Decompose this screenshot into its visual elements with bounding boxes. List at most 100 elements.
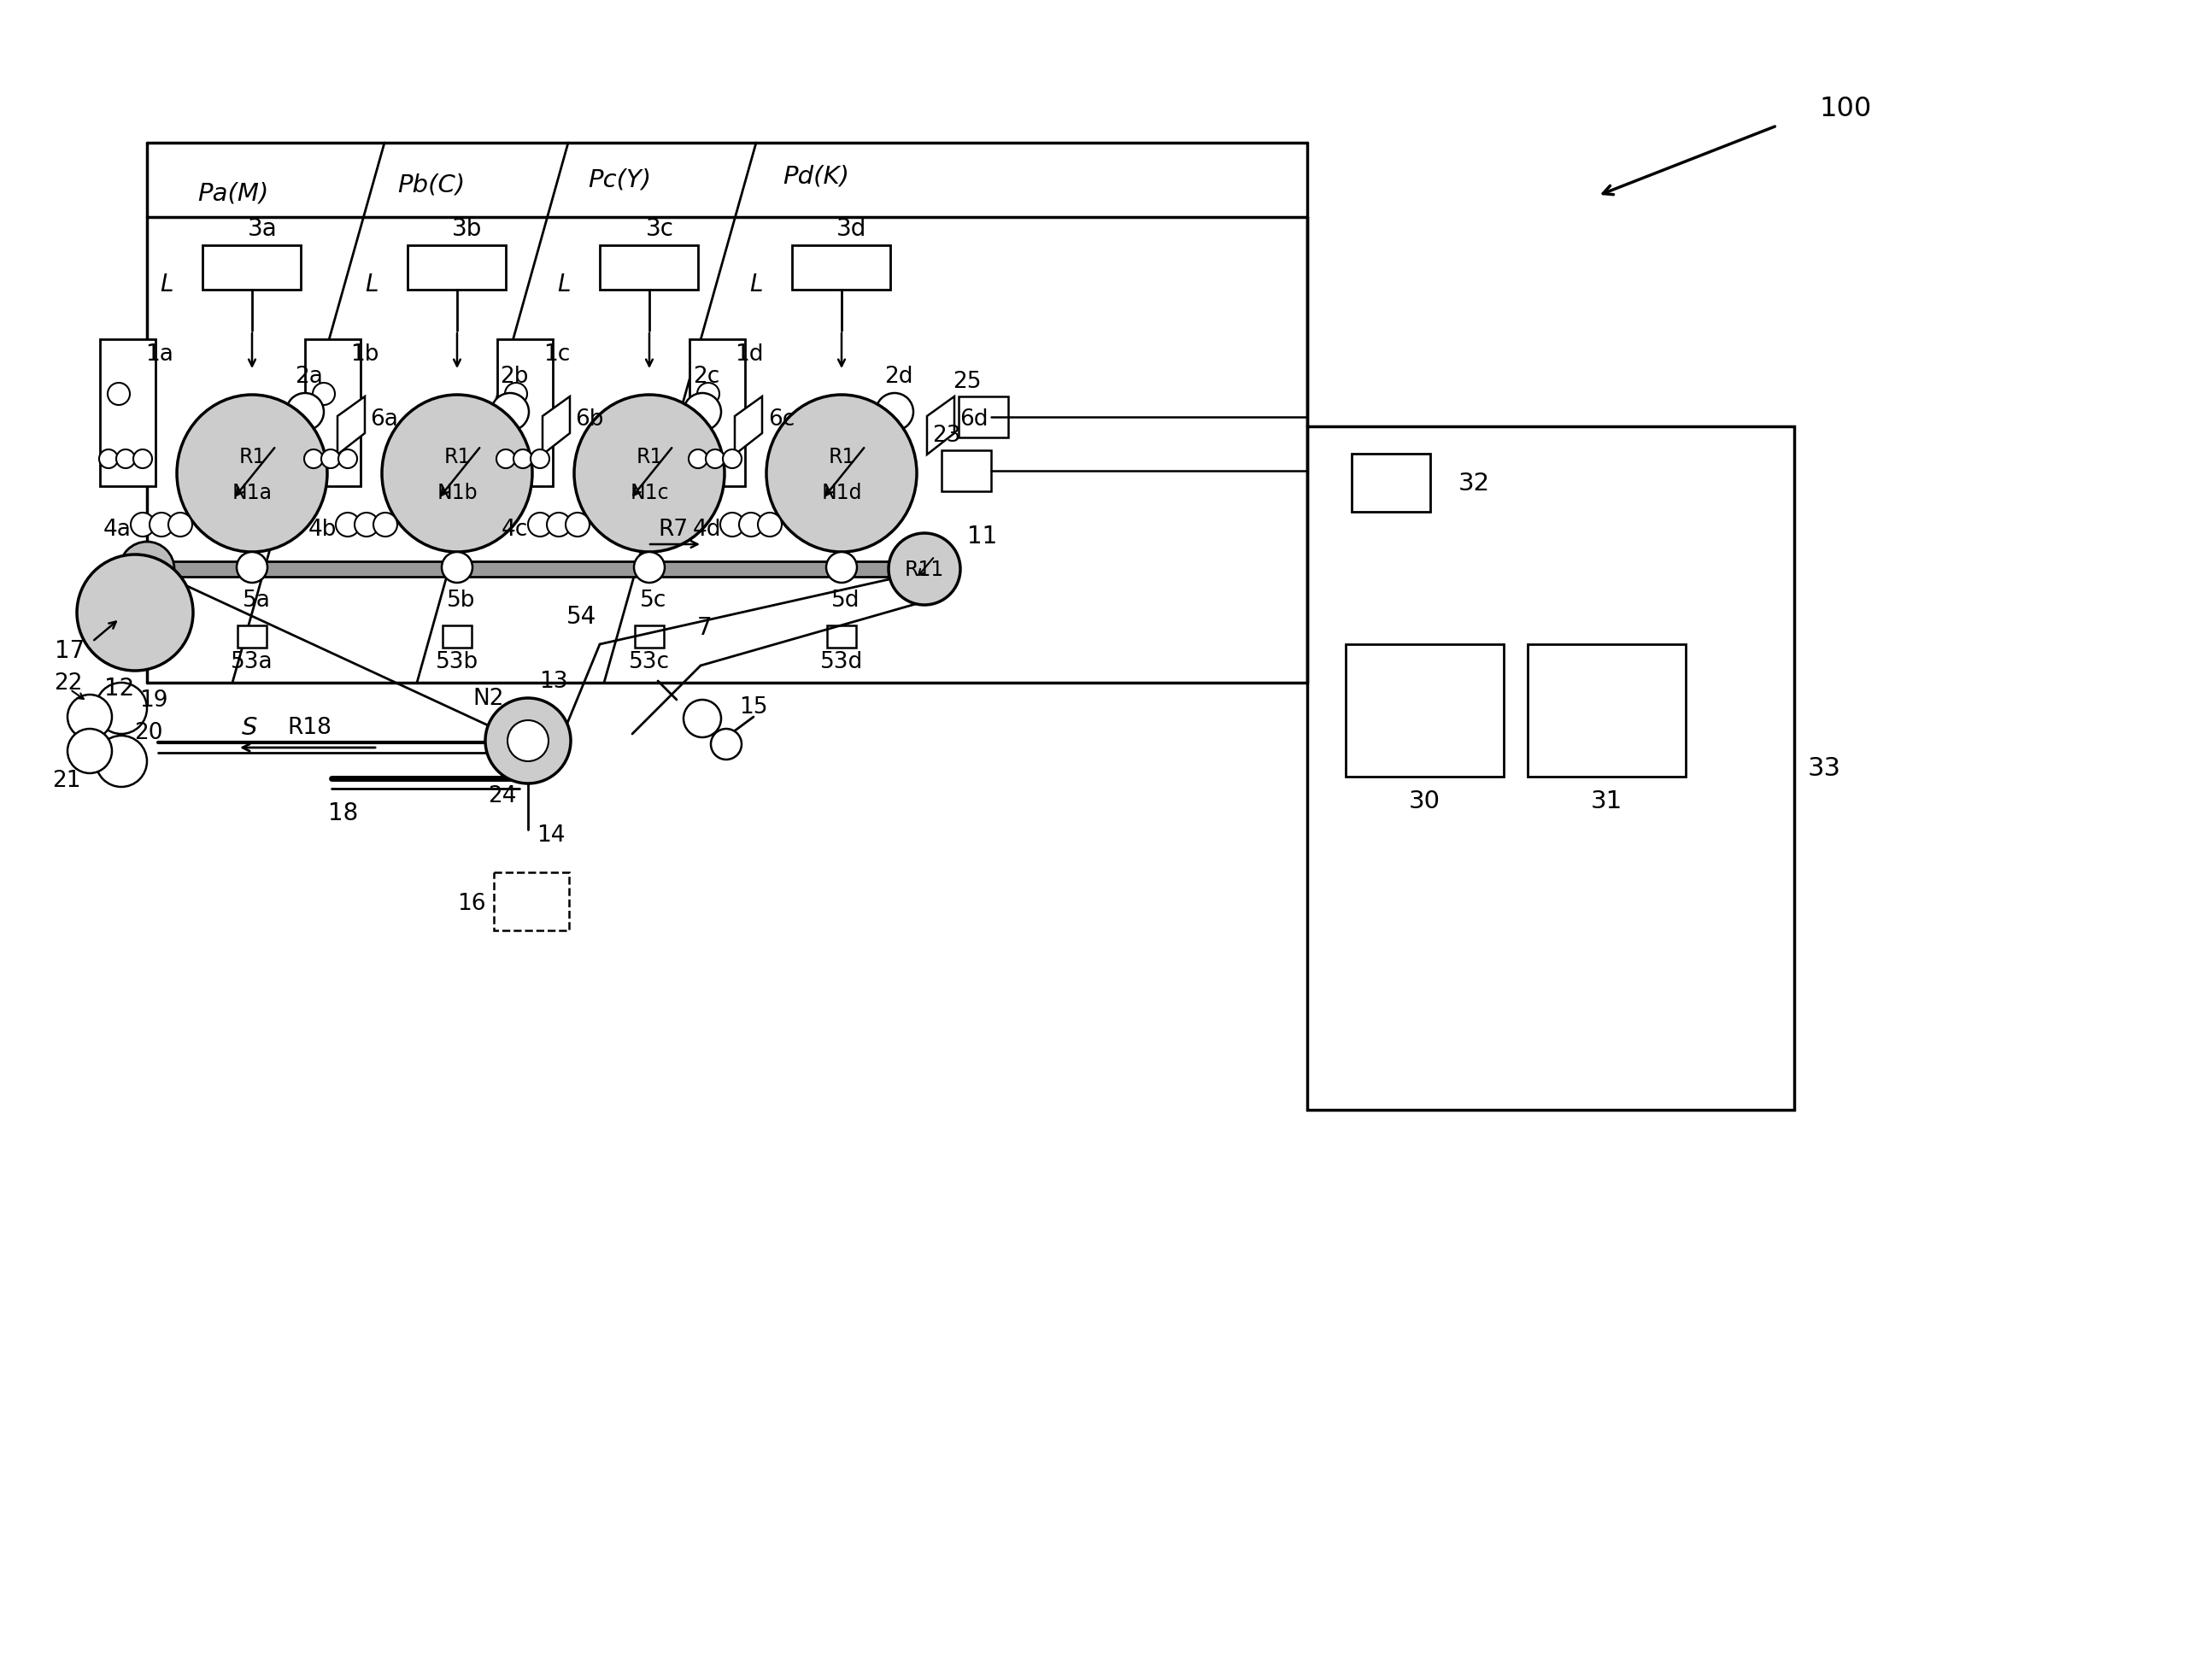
Polygon shape [734, 396, 763, 455]
Circle shape [305, 450, 323, 468]
Text: Pc(Y): Pc(Y) [588, 169, 650, 192]
Ellipse shape [177, 395, 327, 552]
Bar [1528, 645, 1686, 777]
Text: L: L [557, 273, 571, 296]
Text: 15: 15 [739, 696, 768, 719]
Circle shape [759, 513, 781, 537]
Text: 2b: 2b [500, 366, 529, 388]
Text: 3b: 3b [451, 217, 482, 241]
Circle shape [374, 513, 398, 537]
Bar [1345, 645, 1504, 777]
Text: N1c: N1c [630, 483, 668, 503]
Ellipse shape [383, 395, 533, 552]
Text: 5d: 5d [832, 589, 860, 612]
Text: 4a: 4a [104, 518, 131, 540]
Circle shape [721, 513, 743, 537]
Text: 19: 19 [139, 689, 168, 711]
Circle shape [739, 513, 763, 537]
Bar [958, 396, 1009, 438]
Circle shape [285, 393, 323, 431]
Bar [204, 246, 301, 291]
Circle shape [133, 450, 153, 468]
Circle shape [69, 729, 113, 774]
Text: R1: R1 [239, 446, 265, 466]
Text: 16: 16 [458, 893, 487, 915]
Circle shape [529, 513, 553, 537]
Text: N1d: N1d [821, 483, 863, 503]
Circle shape [100, 450, 117, 468]
Bar [1307, 426, 1794, 1110]
Text: 33: 33 [1807, 756, 1840, 781]
Circle shape [484, 699, 571, 784]
Text: Pb(C): Pb(C) [398, 172, 465, 196]
Text: 4b: 4b [307, 518, 336, 540]
Text: 32: 32 [1458, 472, 1489, 495]
Circle shape [723, 450, 741, 468]
Text: 18: 18 [327, 801, 358, 824]
Text: 17: 17 [55, 639, 84, 662]
Circle shape [491, 393, 529, 431]
Text: 6a: 6a [369, 408, 398, 430]
Text: 100: 100 [1818, 95, 1871, 122]
Text: 53a: 53a [230, 650, 274, 672]
Text: 25: 25 [953, 371, 982, 393]
Bar [493, 873, 568, 931]
Text: 4d: 4d [692, 518, 721, 540]
Text: 1c: 1c [544, 343, 571, 366]
Text: 11: 11 [967, 525, 998, 548]
Circle shape [321, 450, 341, 468]
Bar [146, 562, 916, 577]
Bar [1352, 455, 1431, 512]
Bar [442, 625, 471, 649]
Circle shape [507, 721, 549, 762]
Circle shape [69, 696, 113, 739]
Text: 14: 14 [538, 824, 566, 846]
Bar [100, 339, 155, 487]
Circle shape [504, 383, 526, 406]
Text: 30: 30 [1409, 789, 1440, 813]
Circle shape [168, 513, 192, 537]
Text: 3c: 3c [646, 217, 675, 241]
Text: 23: 23 [931, 425, 960, 446]
Circle shape [513, 450, 533, 468]
Text: 53b: 53b [436, 650, 478, 672]
Circle shape [688, 450, 708, 468]
Text: 54: 54 [566, 605, 595, 629]
Polygon shape [927, 396, 953, 455]
Circle shape [95, 736, 146, 788]
Bar [635, 625, 664, 649]
Text: 53d: 53d [821, 650, 863, 672]
Bar [690, 339, 745, 487]
Text: 3a: 3a [248, 217, 276, 241]
Bar [942, 451, 991, 492]
Text: 13: 13 [540, 670, 568, 692]
Text: 22: 22 [53, 672, 82, 694]
Text: R11: R11 [905, 560, 945, 580]
Circle shape [827, 552, 856, 584]
Text: 31: 31 [1590, 789, 1621, 813]
Circle shape [237, 552, 268, 584]
Bar [305, 339, 361, 487]
Bar [237, 625, 268, 649]
Text: Pd(K): Pd(K) [783, 164, 849, 187]
Bar [498, 339, 553, 487]
Circle shape [684, 701, 721, 737]
Polygon shape [542, 396, 571, 455]
Circle shape [889, 533, 960, 605]
Bar [792, 246, 889, 291]
Text: 2c: 2c [692, 366, 719, 388]
Circle shape [546, 513, 571, 537]
Circle shape [117, 450, 135, 468]
Text: 1a: 1a [146, 343, 175, 366]
Circle shape [566, 513, 591, 537]
Circle shape [706, 450, 726, 468]
Text: 2d: 2d [885, 366, 914, 388]
Circle shape [710, 729, 741, 761]
Text: R1: R1 [445, 446, 471, 466]
Circle shape [697, 383, 719, 406]
Text: R1: R1 [827, 446, 856, 466]
Text: 5b: 5b [447, 589, 476, 612]
Text: R18: R18 [288, 716, 332, 739]
Text: 6b: 6b [575, 408, 604, 430]
Circle shape [312, 383, 334, 406]
